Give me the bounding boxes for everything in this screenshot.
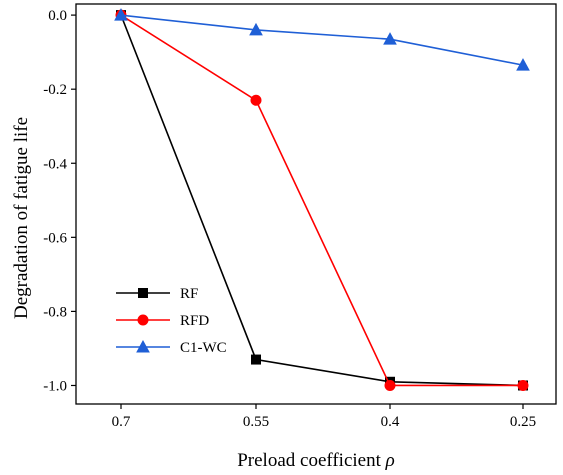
- x-axis-title: Preload coefficient ρ: [237, 450, 395, 471]
- series-marker: [516, 58, 530, 71]
- series-marker: [517, 379, 529, 391]
- x-tick-label: 0.55: [243, 414, 269, 430]
- series-marker: [114, 8, 128, 21]
- y-tick-label: 0.0: [48, 8, 67, 24]
- series-line: [120, 14, 524, 387]
- series-layer: [114, 8, 530, 391]
- legend-label: C1-WC: [180, 340, 227, 356]
- legend-item: RF: [116, 286, 198, 302]
- y-axis-title: Degradation of fatigue life: [11, 117, 32, 319]
- x-tick-label: 0.7: [112, 414, 131, 430]
- series-marker: [384, 379, 396, 391]
- x-tick-label: 0.4: [381, 414, 400, 430]
- series-line: [120, 14, 523, 387]
- series-line: [120, 14, 524, 66]
- legend-marker: [137, 314, 149, 326]
- series-rfd: [115, 9, 529, 391]
- series-c1-wc: [114, 8, 530, 71]
- series-marker: [251, 354, 261, 365]
- series-marker: [383, 32, 397, 45]
- x-tick-label: 0.25: [510, 414, 536, 430]
- y-tick-label: -1.0: [43, 378, 67, 394]
- x-axis: 0.7 0.55 0.4 0.25: [112, 404, 536, 430]
- series-marker: [250, 94, 262, 106]
- legend-marker: [136, 339, 150, 353]
- legend-item: RFD: [116, 313, 209, 329]
- y-tick-label: -0.4: [43, 156, 67, 172]
- y-tick-label: -0.8: [43, 304, 67, 320]
- legend-marker: [138, 288, 148, 298]
- plot-area: [75, 3, 557, 405]
- series-marker: [249, 22, 263, 36]
- y-tick-label: -0.6: [43, 230, 67, 246]
- legend-label: RF: [180, 286, 198, 302]
- legend-label: RFD: [180, 313, 209, 329]
- y-axis: 0.0 -0.2 -0.4 -0.6 -0.8 -1.0: [43, 8, 76, 394]
- plot-border: [75, 3, 557, 405]
- legend-item: C1-WC: [116, 339, 227, 356]
- series-rf: [116, 10, 528, 391]
- y-tick-label: -0.2: [43, 82, 67, 98]
- legend: RF RFD C1-WC: [116, 286, 227, 356]
